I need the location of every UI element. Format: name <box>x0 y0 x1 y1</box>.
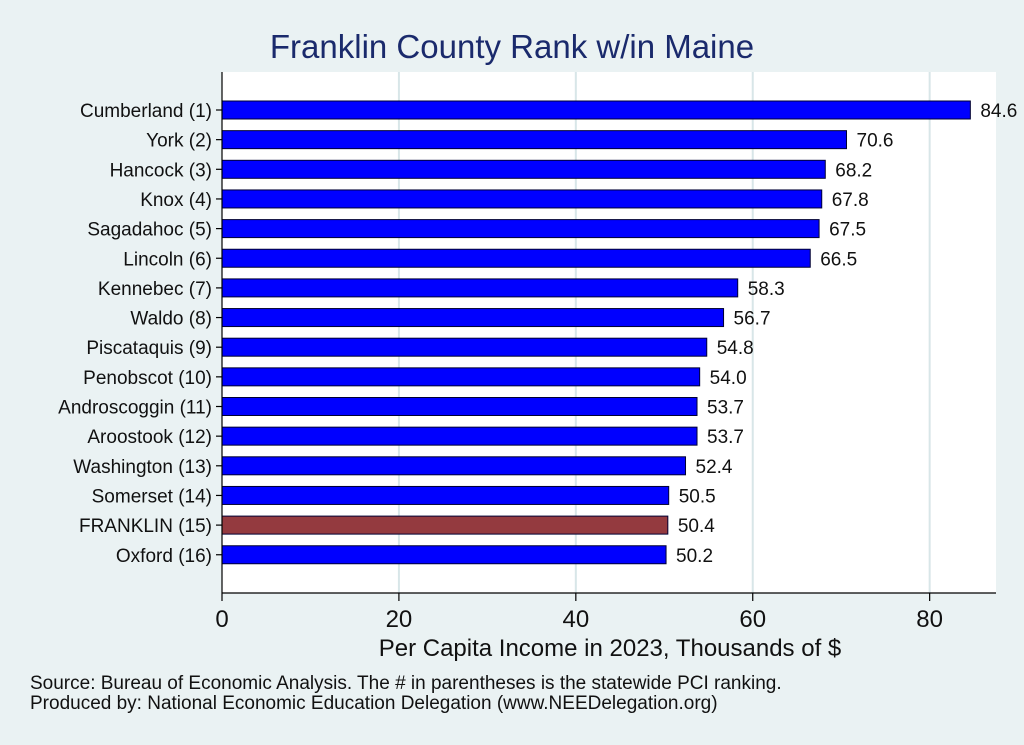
category-label: Waldo (8) <box>130 309 212 330</box>
bar <box>221 278 739 298</box>
bar <box>221 337 708 357</box>
x-tick-label: 40 <box>562 606 589 633</box>
value-label: 84.6 <box>980 101 1017 122</box>
bar <box>221 100 971 120</box>
bar <box>221 248 811 268</box>
category-label: Oxford (16) <box>116 546 212 567</box>
category-label: Knox (4) <box>140 190 212 211</box>
category-label: Piscataquis (9) <box>86 338 212 359</box>
bar <box>221 456 687 476</box>
value-label: 53.7 <box>707 398 744 419</box>
plot-area <box>222 72 996 593</box>
chart-title: Franklin County Rank w/in Maine <box>270 28 754 65</box>
value-label: 67.5 <box>829 220 866 241</box>
x-tick-label: 0 <box>215 606 228 633</box>
category-label: Sagadahoc (5) <box>87 220 212 241</box>
category-label: Somerset (14) <box>92 486 212 507</box>
category-label: FRANKLIN (15) <box>79 516 212 537</box>
axes: 0 20 40 60 80 <box>215 72 996 633</box>
value-label: 58.3 <box>748 279 785 300</box>
value-label: 50.2 <box>676 546 713 567</box>
value-label: 67.8 <box>832 190 869 211</box>
bar <box>221 515 669 535</box>
x-tick-label: 80 <box>916 606 943 633</box>
category-label: York (2) <box>146 131 212 152</box>
bar <box>221 189 823 209</box>
value-label: 54.8 <box>717 338 754 359</box>
bar <box>221 308 725 328</box>
category-label: Androscoggin (11) <box>58 398 212 419</box>
bar <box>221 485 670 505</box>
category-label: Penobscot (10) <box>83 368 212 389</box>
bar <box>221 130 848 150</box>
bars: Cumberland (1) 84.6 York (2) 70.6 Hancock (3… <box>58 100 1017 567</box>
value-label: 70.6 <box>857 131 894 152</box>
x-axis-label: Per Capita Income in 2023, Thousands of … <box>379 635 842 662</box>
bar <box>221 426 698 446</box>
category-label: Aroostook (12) <box>87 427 212 448</box>
x-tick-label: 60 <box>739 606 766 633</box>
category-label: Cumberland (1) <box>80 101 212 122</box>
category-label: Hancock (3) <box>110 160 212 181</box>
value-label: 66.5 <box>820 249 857 270</box>
value-label: 50.4 <box>678 516 715 537</box>
category-label: Kennebec (7) <box>98 279 212 300</box>
value-label: 52.4 <box>696 457 733 478</box>
x-tick-label: 20 <box>386 606 413 633</box>
value-label: 54.0 <box>710 368 747 389</box>
producer-note: Produced by: National Economic Education… <box>30 693 718 714</box>
value-label: 68.2 <box>835 160 872 181</box>
bar <box>221 397 698 416</box>
value-label: 53.7 <box>707 427 744 448</box>
category-label: Lincoln (6) <box>123 249 212 270</box>
source-note: Source: Bureau of Economic Analysis. The… <box>30 673 782 694</box>
bar <box>221 159 826 179</box>
bar <box>221 367 701 387</box>
category-label: Washington (13) <box>73 457 212 478</box>
bar <box>221 219 820 239</box>
bar <box>221 545 667 565</box>
value-label: 50.5 <box>679 486 716 507</box>
grid <box>397 72 931 593</box>
value-label: 56.7 <box>734 309 771 330</box>
